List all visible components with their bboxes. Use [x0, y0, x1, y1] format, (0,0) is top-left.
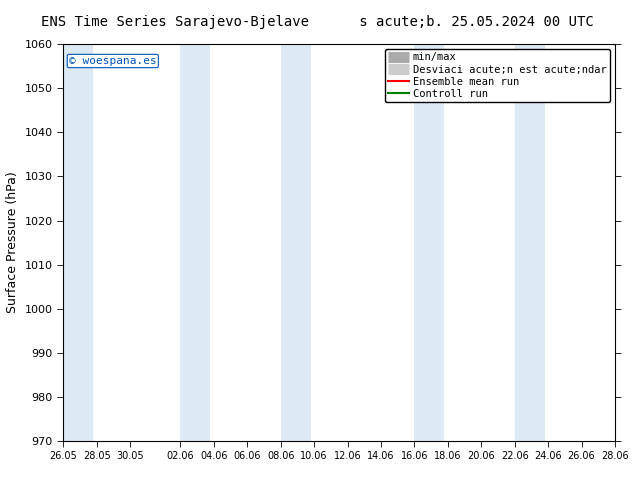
Bar [181, 44, 210, 441]
Bar [281, 44, 311, 441]
Legend: min/max, Desviaci acute;n est acute;ndar, Ensemble mean run, Controll run: min/max, Desviaci acute;n est acute;ndar… [385, 49, 610, 102]
Bar [515, 44, 545, 441]
Text: ENS Time Series Sarajevo-Bjelave      s acute;b. 25.05.2024 00 UTC: ENS Time Series Sarajevo-Bjelave s acute… [41, 15, 593, 29]
Text: © woespana.es: © woespana.es [69, 56, 157, 66]
Bar [63, 44, 93, 441]
Bar [415, 44, 444, 441]
Y-axis label: Surface Pressure (hPa): Surface Pressure (hPa) [6, 172, 19, 314]
